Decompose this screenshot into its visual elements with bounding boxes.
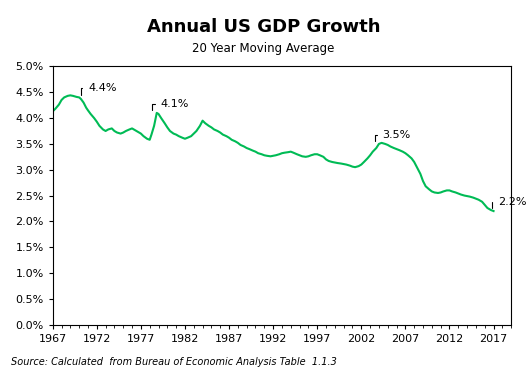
Text: Annual US GDP Growth: Annual US GDP Growth [147, 18, 380, 37]
Text: 3.5%: 3.5% [375, 130, 411, 141]
Text: 4.1%: 4.1% [152, 99, 189, 110]
Text: 4.4%: 4.4% [81, 83, 116, 94]
Text: 2.2%: 2.2% [492, 197, 526, 208]
Text: Source: Calculated  from Bureau of Economic Analysis Table  1.1.3: Source: Calculated from Bureau of Econom… [11, 356, 336, 366]
Text: 20 Year Moving Average: 20 Year Moving Average [192, 42, 335, 55]
